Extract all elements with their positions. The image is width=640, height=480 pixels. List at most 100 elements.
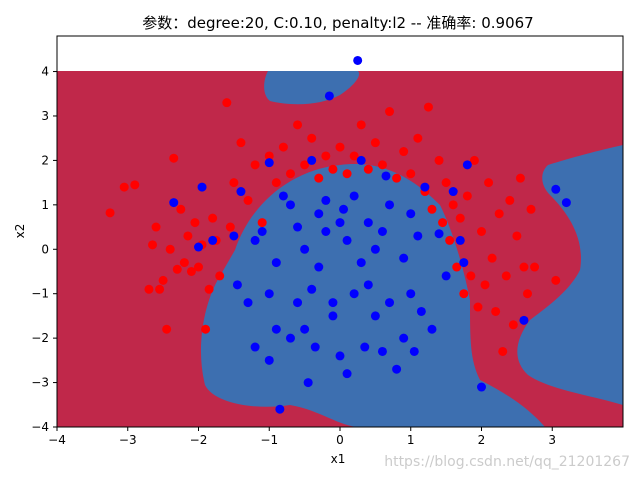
scatter-point-series-0-63: [459, 289, 469, 299]
scatter-point-series-0-23: [215, 271, 225, 281]
scatter-point-series-0-48: [385, 107, 395, 117]
scatter-point-series-0-26: [229, 178, 239, 188]
scatter-points: [105, 55, 571, 414]
scatter-point-series-1-64: [363, 280, 373, 290]
scatter-point-series-0-45: [363, 164, 373, 174]
scatter-point-series-0-2: [130, 180, 140, 190]
scatter-point-series-1-63: [307, 284, 317, 294]
y-axis-label: x2: [13, 224, 27, 239]
scatter-point-series-1-48: [462, 160, 472, 170]
scatter-point-series-1-35: [385, 298, 395, 308]
scatter-point-series-1-21: [307, 155, 317, 165]
scatter-point-series-1-4: [197, 182, 207, 192]
y-tick-label: −1: [31, 287, 49, 301]
y-axis: −4 −3 −2 −1 0 1 2 3 4: [31, 65, 57, 434]
scatter-point-series-0-82: [526, 204, 536, 214]
scatter-point-series-1-14: [271, 324, 281, 334]
chart-title: 参数：degree:20, C:0.10, penalty:l2 -- 准确率:…: [142, 14, 533, 32]
decision-region-class-1-top: [264, 71, 360, 105]
scatter-point-series-1-60: [349, 191, 359, 201]
plot-top-blank: [57, 36, 623, 71]
scatter-point-series-0-55: [427, 204, 437, 214]
y-tick-label: 0: [41, 242, 49, 256]
scatter-point-series-0-44: [356, 120, 366, 130]
scatter-point-series-0-34: [285, 169, 295, 179]
scatter-point-series-0-40: [328, 164, 338, 174]
scatter-point-series-1-28: [349, 289, 359, 299]
scatter-point-series-1-2: [169, 198, 179, 208]
scatter-point-series-0-15: [186, 266, 196, 276]
scatter-point-series-0-75: [501, 271, 511, 281]
scatter-point-series-0-31: [264, 151, 274, 161]
x-tick-label: −4: [48, 433, 66, 447]
scatter-point-series-1-26: [339, 204, 349, 214]
scatter-point-series-1-15: [275, 404, 285, 414]
scatter-point-series-1-52: [561, 198, 571, 208]
scatter-point-series-1-36: [392, 364, 402, 374]
scatter-point-series-1-33: [377, 346, 387, 356]
scatter-point-series-0-67: [473, 302, 483, 312]
scatter-point-series-0-20: [204, 284, 214, 294]
scatter-point-series-0-4: [148, 240, 158, 250]
x-axis-label: x1: [331, 452, 346, 466]
scatter-point-series-0-73: [494, 209, 504, 219]
scatter-point-series-0-9: [165, 244, 175, 254]
x-tick-label: 2: [478, 433, 486, 447]
scatter-point-series-1-12: [264, 355, 274, 365]
scatter-point-series-0-14: [183, 231, 193, 241]
scatter-point-series-1-44: [441, 271, 451, 281]
y-tick-label: 3: [41, 109, 49, 123]
scatter-point-series-0-46: [370, 138, 380, 148]
scatter-point-series-0-56: [434, 155, 444, 165]
scatter-point-series-1-42: [427, 324, 437, 334]
scatter-point-series-0-30: [257, 218, 267, 228]
scatter-point-series-0-80: [519, 262, 529, 272]
y-tick-label: −3: [31, 376, 49, 390]
scatter-point-series-0-49: [392, 173, 402, 183]
scatter-point-series-0-65: [466, 271, 476, 281]
scatter-point-series-0-62: [455, 213, 465, 223]
scatter-point-series-0-74: [498, 346, 508, 356]
scatter-point-series-1-39: [409, 346, 419, 356]
scatter-point-series-1-32: [370, 311, 380, 321]
scatter-point-series-0-52: [413, 133, 423, 143]
scatter-point-series-1-27: [342, 369, 352, 379]
scatter-point-series-1-17: [285, 333, 295, 343]
scatter-point-series-0-21: [208, 213, 218, 223]
scatter-point-series-1-5: [208, 235, 218, 245]
scatter-point-series-0-43: [349, 151, 359, 161]
scatter-point-series-1-34: [381, 171, 391, 181]
scatter-point-series-1-43: [434, 229, 444, 239]
scatter-point-series-1-67: [285, 200, 295, 210]
scatter-point-series-0-27: [236, 138, 246, 148]
y-tick-label: 1: [41, 198, 49, 212]
scatter-point-series-0-38: [314, 173, 324, 183]
scatter-point-series-1-54: [314, 262, 324, 272]
watermark-text: https://blog.csdn.net/qq_21201267: [384, 454, 630, 470]
scatter-point-series-0-50: [399, 147, 409, 157]
scatter-point-series-0-11: [172, 264, 182, 274]
scatter-point-series-1-53: [300, 244, 310, 254]
y-tick-label: −4: [31, 420, 49, 434]
scatter-point-series-0-5: [151, 222, 161, 232]
scatter-point-series-0-32: [271, 178, 281, 188]
scatter-point-series-1-0: [353, 55, 363, 65]
scatter-point-series-0-29: [250, 160, 260, 170]
scatter-point-series-1-23: [321, 227, 331, 236]
x-axis: −4 −3 −2 −1 0 1 2 3: [48, 427, 556, 447]
scatter-point-series-0-1: [119, 182, 129, 192]
scatter-point-series-1-29: [356, 155, 366, 165]
scatter-point-series-1-38: [406, 289, 416, 299]
decision-regions: [57, 36, 623, 427]
scatter-point-series-0-72: [491, 306, 501, 316]
scatter-point-series-1-40: [416, 306, 426, 316]
scatter-point-series-0-36: [300, 160, 310, 170]
scatter-point-series-1-16: [278, 191, 288, 201]
scatter-point-series-0-58: [441, 178, 451, 188]
scatter-point-series-0-7: [158, 275, 168, 285]
scatter-point-series-0-28: [243, 195, 253, 205]
scatter-point-series-1-1: [324, 91, 334, 101]
decision-region-class-1-center: [200, 164, 545, 427]
scatter-point-series-0-60: [448, 200, 458, 210]
